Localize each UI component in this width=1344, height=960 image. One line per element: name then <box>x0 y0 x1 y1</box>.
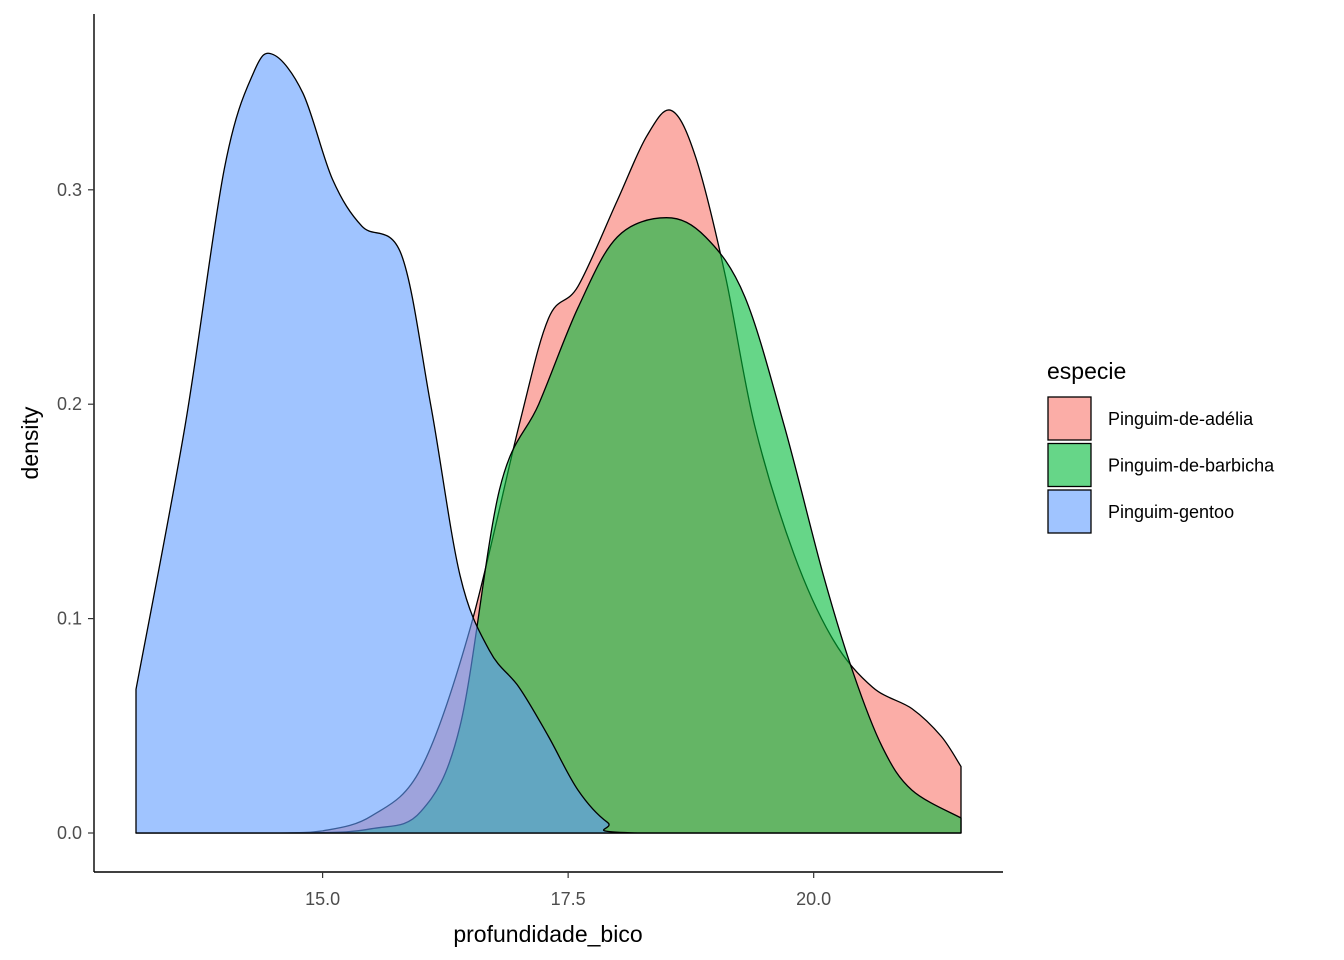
axes: 15.0 17.5 20.0 0.0 0.1 0.2 0.3 <box>57 14 1003 909</box>
x-tick-label: 15.0 <box>305 889 340 909</box>
legend-label: Pinguim-gentoo <box>1108 502 1234 522</box>
density-areas <box>135 52 962 834</box>
legend-key <box>1047 396 1092 441</box>
y-tick-label: 0.0 <box>57 823 82 843</box>
density-area-pinguim-gentoo <box>135 52 962 834</box>
x-ticks: 15.0 17.5 20.0 <box>305 872 831 909</box>
legend: especie Pinguim-de-adélia Pinguim-de-barb… <box>1047 358 1275 534</box>
x-tick-label: 17.5 <box>551 889 586 909</box>
legend-title: especie <box>1047 358 1126 384</box>
legend-items: Pinguim-de-adélia Pinguim-de-barbicha Ping… <box>1047 396 1275 534</box>
y-tick-label: 0.2 <box>57 394 82 414</box>
x-axis-title: profundidade_bico <box>453 921 642 947</box>
y-tick-label: 0.3 <box>57 180 82 200</box>
x-tick-label: 20.0 <box>796 889 831 909</box>
legend-label: Pinguim-de-barbicha <box>1108 456 1275 476</box>
legend-key <box>1047 489 1092 534</box>
y-tick-label: 0.1 <box>57 609 82 629</box>
legend-key <box>1047 442 1092 488</box>
y-ticks: 0.0 0.1 0.2 0.3 <box>57 180 94 843</box>
legend-label: Pinguim-de-adélia <box>1108 409 1254 429</box>
y-axis-title: density <box>17 406 43 479</box>
